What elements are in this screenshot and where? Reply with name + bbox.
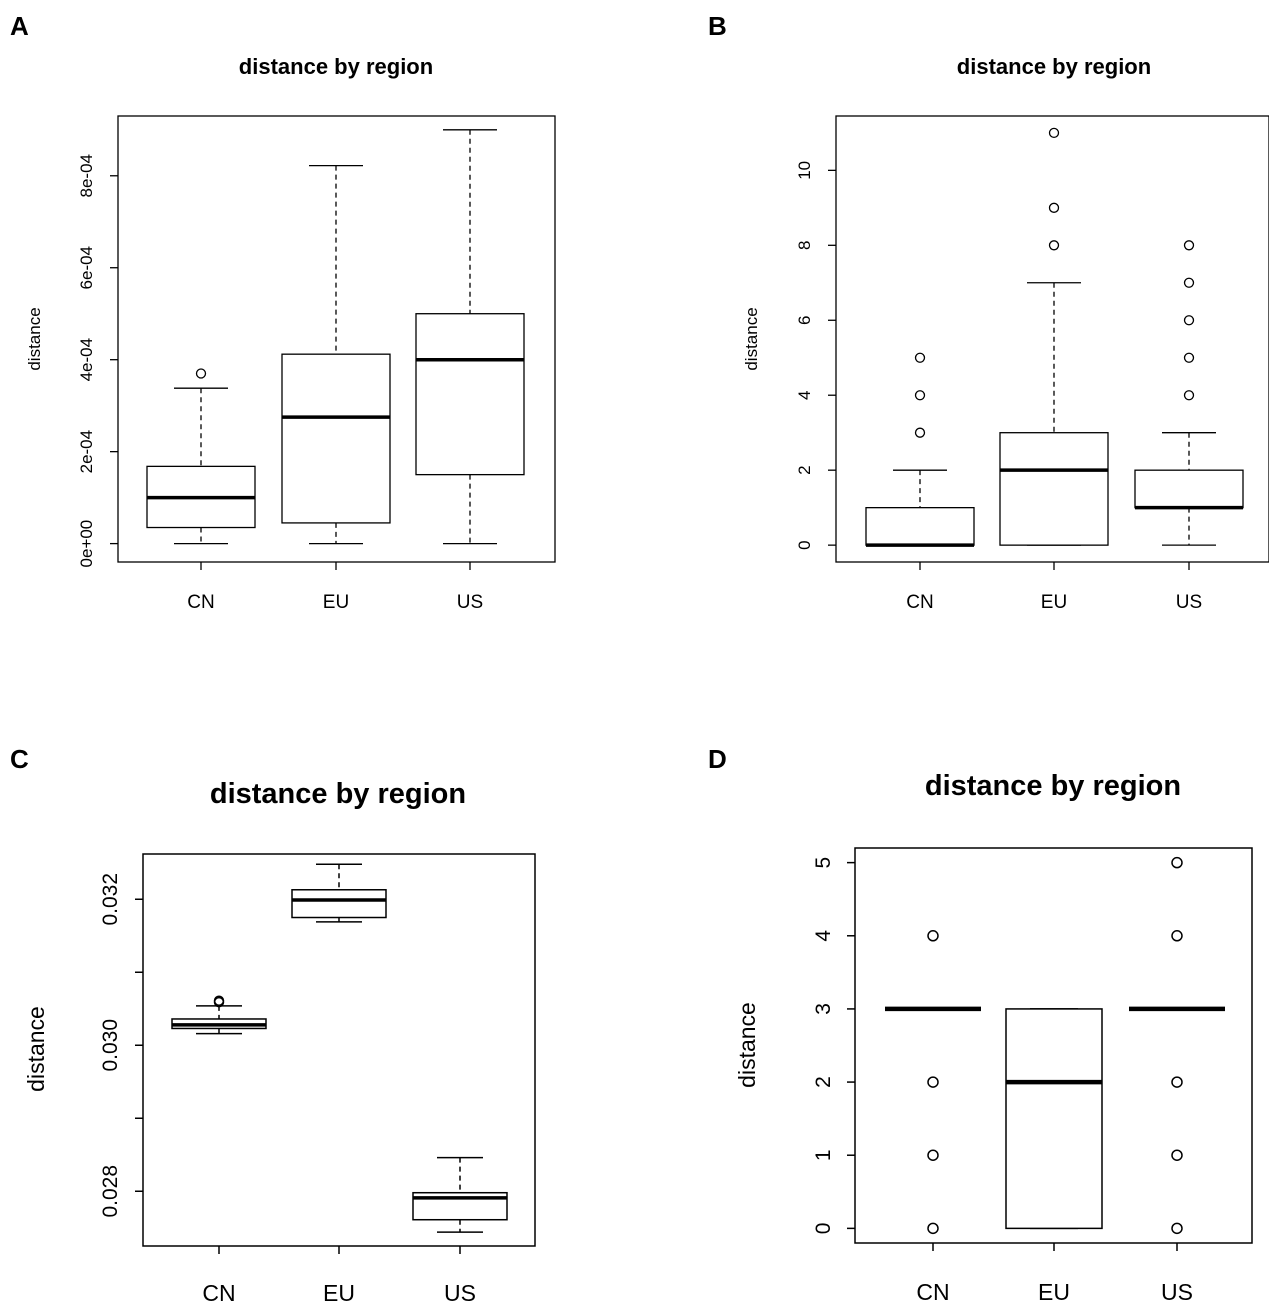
box-us	[415, 129, 525, 545]
iqr-box	[281, 353, 391, 524]
outlier-point	[213, 995, 225, 1006]
category-label-cn: CN	[202, 1280, 235, 1306]
category-label-eu: EU	[1041, 592, 1067, 613]
box-eu	[281, 165, 391, 545]
outlier-point	[914, 427, 926, 438]
outlier-point	[1171, 856, 1183, 869]
iqr-box	[415, 313, 525, 476]
y-tick-label: 0.028	[99, 1165, 122, 1218]
y-tick-label: 6e-04	[77, 246, 96, 289]
outlier-point	[1048, 202, 1060, 213]
plot-frame	[835, 115, 1269, 563]
box-eu	[1005, 1008, 1103, 1230]
y-tick-label: 0e+00	[77, 520, 96, 568]
chart-a-title: distance by region	[239, 54, 433, 79]
box-cn	[171, 995, 267, 1035]
y-tick-label: 5	[812, 857, 835, 869]
box-us	[1134, 240, 1244, 546]
box-eu	[999, 127, 1109, 546]
y-tick-label: 2	[812, 1076, 835, 1088]
iqr-box	[999, 432, 1109, 546]
y-tick-label: 3	[812, 1003, 835, 1015]
outlier-point	[1048, 240, 1060, 251]
y-tick-label: 0	[795, 540, 814, 549]
category-label-eu: EU	[323, 592, 349, 613]
y-tick-label: 4	[795, 390, 814, 399]
chart-c-plot: 0.028 0.030 0.032 CN EU US	[99, 853, 536, 1306]
outlier-point	[927, 930, 939, 942]
outlier-point	[1048, 127, 1060, 139]
y-tick-label: 10	[795, 161, 814, 180]
box-us	[1129, 856, 1225, 1235]
y-tick-label: 6	[795, 316, 814, 325]
panel-label-d: D	[708, 744, 727, 774]
y-tick-label: 2e-04	[77, 430, 96, 473]
outlier-point	[927, 1149, 939, 1161]
chart-a-plot: 0e+00 2e-04 4e-04 6e-04 8e-04 CN EU US	[77, 115, 556, 613]
y-tick-label: 0	[812, 1223, 835, 1235]
y-tick-label: 8	[795, 241, 814, 250]
outlier-point	[1183, 315, 1195, 326]
box-cn	[865, 352, 975, 547]
y-tick-label: 8e-04	[77, 154, 96, 197]
box-cn	[146, 368, 256, 545]
category-label-cn: CN	[187, 592, 214, 613]
chart-d-title: distance by region	[925, 770, 1181, 802]
chart-c-title: distance by region	[210, 778, 466, 810]
chart-d-plot: 0 1 2 3 4 5 CN EU US	[812, 847, 1253, 1305]
y-tick-label: 4e-04	[77, 338, 96, 381]
chart-b-plot: 0 2 4 6 8 10 CN EU US	[795, 115, 1269, 613]
outlier-point	[195, 368, 207, 379]
chart-b-ylabel: distance	[742, 307, 761, 370]
category-label-cn: CN	[916, 1279, 949, 1305]
category-label-eu: EU	[1038, 1279, 1070, 1305]
box-us	[412, 1156, 508, 1233]
outlier-point	[1171, 1222, 1183, 1235]
outlier-point	[927, 1222, 939, 1235]
y-tick-label: 0.030	[99, 1019, 122, 1072]
outlier-point	[1183, 240, 1195, 251]
y-tick-label: 1	[812, 1149, 835, 1161]
outlier-point	[914, 352, 926, 363]
panel-label-c: C	[10, 744, 29, 774]
chart-a-ylabel: distance	[25, 307, 44, 370]
outlier-point	[914, 390, 926, 401]
box-eu	[291, 863, 387, 923]
y-tick-label: 4	[812, 930, 835, 942]
chart-d-ylabel: distance	[734, 1002, 760, 1088]
box-cn	[885, 930, 981, 1235]
category-label-us: US	[1176, 592, 1202, 613]
outlier-point	[1183, 352, 1195, 363]
category-label-eu: EU	[323, 1280, 355, 1306]
category-label-us: US	[1161, 1279, 1193, 1305]
outlier-point	[1171, 1076, 1183, 1088]
outlier-point	[1183, 277, 1195, 288]
iqr-box	[291, 889, 387, 919]
category-label-cn: CN	[906, 592, 933, 613]
y-tick-label: 2	[795, 465, 814, 474]
outlier-point	[1171, 930, 1183, 942]
iqr-box	[1134, 469, 1244, 509]
outlier-point	[1183, 390, 1195, 401]
category-label-us: US	[457, 592, 483, 613]
category-label-us: US	[444, 1280, 476, 1306]
outlier-point	[1171, 1149, 1183, 1161]
iqr-box	[1005, 1008, 1103, 1230]
y-tick-label: 0.032	[99, 873, 122, 926]
outlier-point	[927, 1076, 939, 1088]
iqr-box	[865, 507, 975, 546]
panel-label-b: B	[708, 11, 727, 41]
panel-label-a: A	[10, 11, 29, 41]
chart-c-ylabel: distance	[23, 1006, 49, 1092]
chart-b-title: distance by region	[957, 54, 1151, 79]
